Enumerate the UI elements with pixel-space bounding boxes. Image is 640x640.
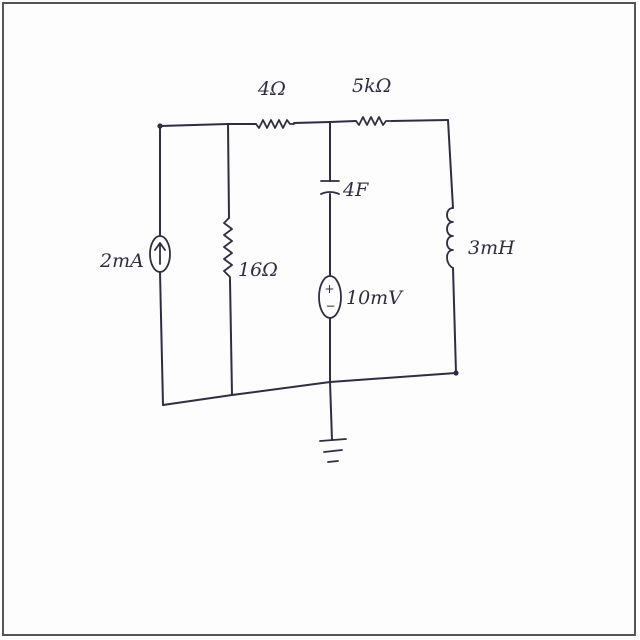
right-branch-wire [447, 119, 457, 374]
label-16ohm: 16Ω [238, 259, 278, 281]
resistor-16ohm [223, 217, 233, 285]
label-10mV: 10mV [346, 287, 404, 309]
plus-sign: + [325, 282, 335, 296]
left-wire [159, 125, 164, 406]
node-bottom-right [453, 370, 459, 376]
current-source-2mA [149, 235, 171, 273]
middle-branch-wire [329, 121, 333, 441]
resistor-5kohm [355, 116, 393, 126]
r16-branch-wire [227, 123, 233, 396]
resistor-4ohm [255, 119, 295, 129]
minus-sign: − [326, 299, 336, 313]
label-3mH: 3mH [468, 237, 515, 259]
label-2mA: 2mA [99, 250, 144, 272]
voltage-source-10mV: + − [318, 275, 342, 319]
bottom-wire [162, 372, 457, 406]
inductor-3mH [446, 207, 454, 269]
capacitor-4F [320, 180, 340, 195]
node-top-left [157, 123, 163, 129]
label-5kohm: 5kΩ [352, 75, 391, 97]
ground-symbol [319, 438, 347, 463]
label-4F: 4F [342, 179, 369, 201]
label-4ohm: 4Ω [257, 78, 286, 100]
top-wire [159, 119, 449, 127]
